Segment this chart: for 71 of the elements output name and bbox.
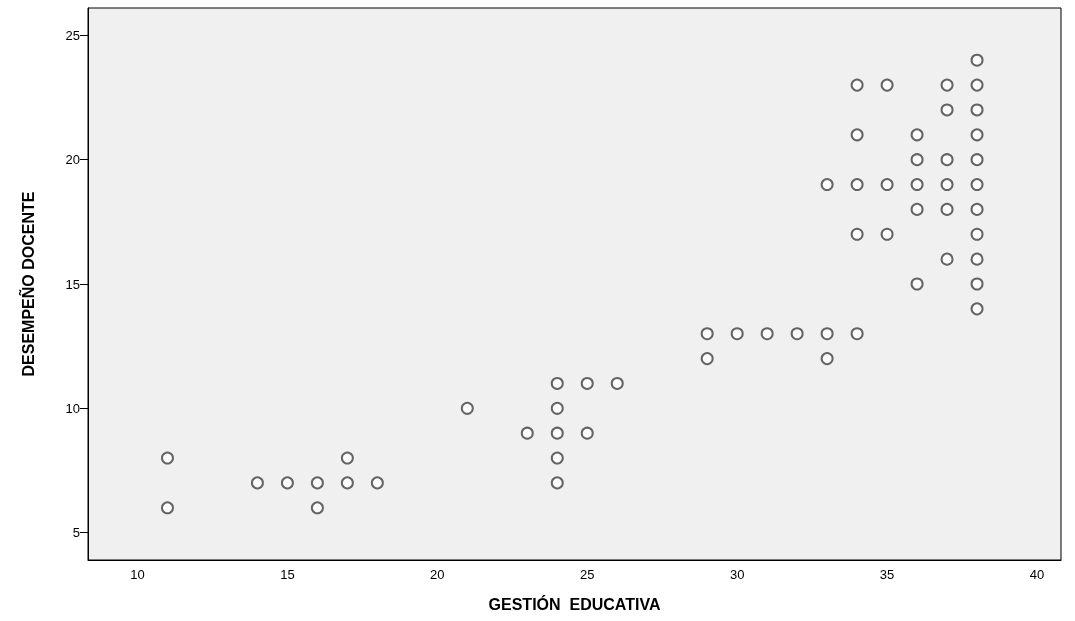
point [550,451,564,465]
point [820,178,834,192]
point [370,476,384,490]
point [970,277,984,291]
point [820,352,834,366]
y-tick-label: 5 [72,525,80,541]
y-tick-label: 10 [65,400,80,416]
point [970,53,984,67]
y-axis-title: DESEMPEÑO DOCENTE [17,191,37,377]
point [580,426,594,440]
point [940,202,954,216]
point [940,153,954,167]
point [970,252,984,266]
point [340,451,354,465]
point [550,376,564,390]
point [880,78,894,92]
point [850,78,864,92]
point [610,376,624,390]
point [790,327,804,341]
x-tick-label: 40 [1029,567,1045,582]
point [700,327,714,341]
point [910,153,924,167]
point [340,476,354,490]
point [520,426,534,440]
y-tick-label: 15 [65,276,80,292]
point [970,302,984,316]
y-tick-label: 20 [65,152,80,168]
x-tick-label: 20 [430,567,445,582]
point [970,153,984,167]
point [160,451,174,465]
x-tick-label: 30 [729,567,745,582]
point [940,78,954,92]
point [970,178,984,192]
x-tick-label: 35 [879,567,895,582]
point [940,103,954,117]
point [250,476,264,490]
point [160,501,174,515]
point [550,476,564,490]
point [850,128,864,142]
point [970,78,984,92]
x-tick-label: 10 [130,567,145,582]
point [970,227,984,241]
point [850,227,864,241]
point [550,401,564,415]
point [940,178,954,192]
point [880,178,894,192]
x-tick-label: 25 [580,567,595,582]
point [310,501,324,515]
point [730,327,744,341]
point [970,202,984,216]
point [910,202,924,216]
y-tick-label: 25 [65,27,80,43]
point [970,103,984,117]
point [850,327,864,341]
point [550,426,564,440]
point [820,327,834,341]
point [910,178,924,192]
point [910,128,924,142]
point [910,277,924,291]
point [850,178,864,192]
point [970,128,984,142]
point [880,227,894,241]
point [580,376,594,390]
point [280,476,294,490]
x-axis-title: GESTIÓN EDUCATIVA [488,594,661,613]
point [460,401,474,415]
point [940,252,954,266]
point [310,476,324,490]
point [760,327,774,341]
x-tick-label: 15 [280,567,295,582]
point [700,352,714,366]
